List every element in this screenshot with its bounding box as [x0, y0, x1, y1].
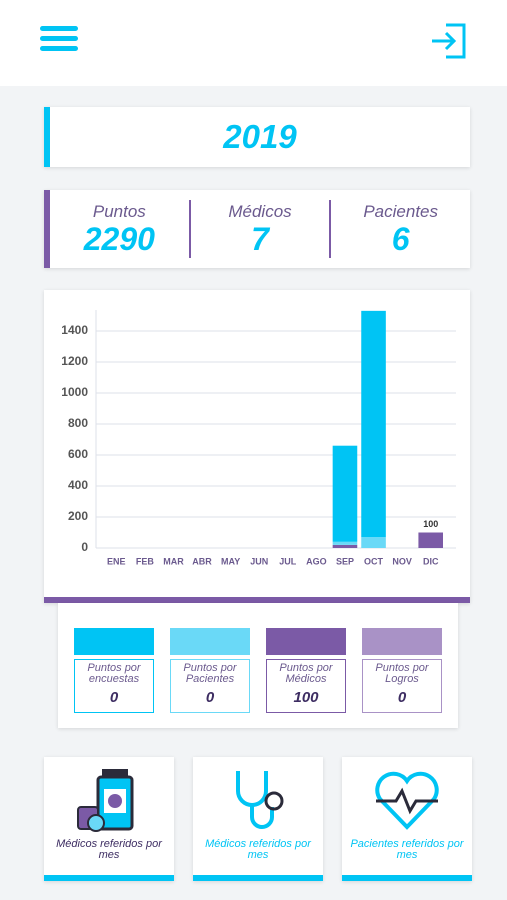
y-tick-label: 1400 [61, 323, 88, 337]
legend-label: Puntos por encuestas [87, 662, 141, 685]
stat-label: Pacientes [363, 202, 439, 221]
card-label: Pacientes referidos por mes [350, 838, 464, 861]
card[interactable]: Pacientes referidos por mes [342, 757, 472, 881]
legend-total: 0 [205, 689, 215, 706]
y-tick-label: 200 [68, 509, 88, 523]
legend-label: Puntos por Logros [375, 662, 429, 685]
top-bar [0, 0, 507, 86]
stat: Pacientes 6 [329, 200, 470, 258]
legend-item: Puntos por Médicos 100 [266, 603, 346, 728]
bar [332, 445, 358, 542]
legend-box: Puntos por Médicos 100 [266, 659, 346, 713]
legend-swatch [362, 628, 442, 655]
chart-card: 0 200 400 600 800 1000 1200 1400 ENE FEB MAR ABR MAY… [44, 290, 470, 603]
legend-swatch [266, 628, 346, 655]
legend-item: Puntos por Logros 0 [362, 603, 442, 728]
legend-box: Puntos por encuestas 0 [74, 659, 154, 713]
stat-label: Puntos [92, 202, 146, 221]
legend-box: Puntos por Logros 0 [362, 659, 442, 713]
stat-label: Médicos [228, 202, 292, 221]
y-tick-label: 600 [68, 447, 88, 461]
x-tick-label: AGO [306, 556, 327, 566]
x-tick-label: SEP [336, 556, 354, 566]
stats: Puntos 2290 Médicos 7 Pacientes 6 [44, 190, 470, 268]
bar [332, 544, 358, 548]
x-tick-label: NOV [392, 556, 412, 566]
legend-total: 0 [109, 689, 119, 706]
stethoscope-icon [236, 771, 284, 829]
stat: Médicos 7 [188, 200, 330, 258]
legend-swatch [74, 628, 154, 655]
x-tick-label: JUN [250, 556, 268, 566]
legend-label: Puntos por Pacientes [183, 662, 237, 685]
stat-value: 6 [391, 221, 410, 257]
bar [332, 541, 358, 545]
data-label: 100 [423, 519, 438, 529]
x-tick-label: MAY [221, 556, 240, 566]
y-tick-label: 0 [81, 540, 88, 554]
x-tick-label: MAR [163, 556, 184, 566]
card-label: Médicos referidos por mes [56, 838, 162, 861]
legend-item: Puntos por encuestas 0 [74, 603, 154, 728]
menu-button[interactable] [40, 24, 80, 54]
legend: Puntos por encuestas 0 Puntos por Paciente… [58, 603, 458, 728]
card-label: Médicos referidos por mes [205, 838, 311, 861]
y-tick-label: 400 [68, 478, 88, 492]
legend-total: 0 [397, 689, 407, 706]
stat: Puntos 2290 [50, 190, 189, 268]
y-tick-label: 1000 [61, 385, 88, 399]
card[interactable]: Médicos referidos por mes [44, 757, 174, 881]
x-tick-label: FEB [136, 556, 155, 566]
bar [418, 532, 443, 548]
x-tick-label: JUL [279, 556, 297, 566]
legend-box: Puntos por Pacientes 0 [170, 659, 250, 713]
medicine-icon [77, 769, 134, 832]
x-tick-label: DIC [423, 556, 439, 566]
legend-total: 100 [293, 689, 319, 706]
chart: 0 200 400 600 800 1000 1200 1400 ENE FEB MAR ABR MAY… [61, 310, 456, 566]
bar [361, 310, 386, 538]
stat-value: 2290 [83, 221, 155, 257]
legend-label: Puntos por Médicos [279, 662, 333, 685]
x-tick-label: OCT [364, 556, 384, 566]
year: 2019 [44, 107, 470, 167]
logout-button[interactable] [430, 22, 468, 60]
cards: Médicos referidos por mes Médicos referi… [44, 757, 472, 881]
x-tick-label: ABR [192, 556, 212, 566]
bar [361, 537, 386, 548]
x-tick-label: ENE [107, 556, 126, 566]
stat-value: 7 [251, 221, 269, 257]
y-tick-label: 800 [68, 416, 88, 430]
legend-swatch [170, 628, 250, 655]
card[interactable]: Médicos referidos por mes [193, 757, 323, 881]
legend-item: Puntos por Pacientes 0 [170, 603, 250, 728]
y-tick-label: 1200 [61, 354, 88, 368]
heart-icon [375, 771, 439, 830]
